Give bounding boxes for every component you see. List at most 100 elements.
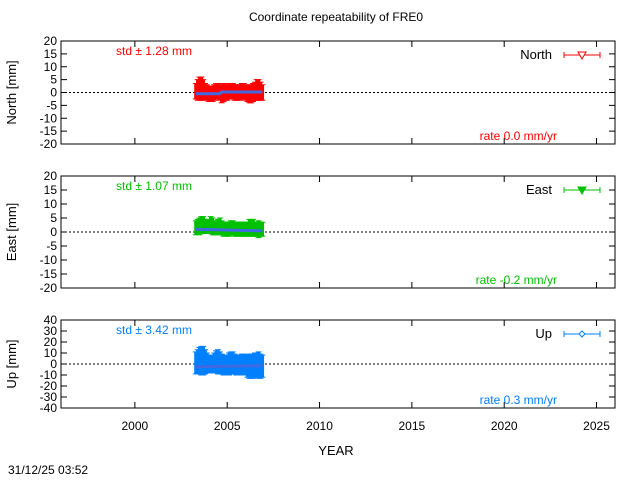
data-point <box>214 83 218 99</box>
rate-annotation: rate 0.0 mm/yr <box>480 129 557 143</box>
x-tick-label: 2025 <box>583 419 610 433</box>
y-tick-label: -20 <box>40 281 58 295</box>
data-point <box>199 77 204 101</box>
data-point <box>203 83 207 99</box>
data-point <box>214 350 218 373</box>
data-point <box>240 354 244 374</box>
data-point <box>229 220 233 235</box>
y-tick-label: -15 <box>40 267 58 281</box>
y-tick-label: -10 <box>40 253 58 267</box>
data-point <box>255 79 259 101</box>
data-point <box>227 353 231 375</box>
data-point <box>256 220 261 238</box>
data-point <box>249 219 254 237</box>
y-tick-label: 20 <box>44 335 58 349</box>
y-tick-label: -20 <box>40 137 58 151</box>
y-tick-label: -10 <box>40 111 58 125</box>
y-tick-label: 10 <box>44 60 58 74</box>
data-point <box>216 219 220 234</box>
data-point <box>194 83 198 99</box>
y-tick-label: 40 <box>44 313 58 327</box>
data-point <box>194 351 198 374</box>
y-tick-label: -30 <box>40 390 58 404</box>
plot-frame <box>60 175 616 289</box>
chart-title: Coordinate repeatability of FRE0 <box>249 10 423 24</box>
data-point <box>231 351 235 374</box>
legend-marker-triangle-icon <box>577 51 587 61</box>
y-tick-label: -40 <box>40 401 58 415</box>
data-point <box>260 84 265 101</box>
data-point <box>201 216 205 234</box>
data-point <box>196 79 200 101</box>
data-point <box>205 353 209 373</box>
data-point <box>220 220 224 235</box>
data-point <box>196 349 200 374</box>
data-point <box>249 84 254 103</box>
data-point <box>231 220 235 235</box>
data-point <box>220 354 224 374</box>
y-axis-label: North [mm] <box>4 60 19 124</box>
data-point <box>258 222 263 237</box>
data-point <box>247 219 252 237</box>
y-tick-label: 10 <box>44 197 58 211</box>
data-point <box>232 354 237 374</box>
legend-label: North <box>520 47 552 62</box>
data-point <box>208 216 213 234</box>
y-tick-label: 30 <box>44 324 58 338</box>
std-annotation: std ± 1.07 mm <box>116 179 192 193</box>
data-point <box>208 355 213 373</box>
y-tick-label: 15 <box>44 47 58 61</box>
y-tick-label: 20 <box>44 34 58 48</box>
timestamp: 31/12/25 03:52 <box>8 463 88 477</box>
data-point <box>212 220 217 235</box>
y-tick-label: 20 <box>44 169 58 183</box>
data-point <box>196 219 200 234</box>
x-tick-label: 2020 <box>491 419 518 433</box>
y-axis-label: Up [mm] <box>4 339 19 388</box>
data-point <box>205 219 209 234</box>
data-point <box>197 347 202 374</box>
trend-line <box>195 227 263 233</box>
data-point <box>207 355 211 373</box>
data-point <box>256 79 261 101</box>
data-point <box>197 77 202 101</box>
plot-frame <box>60 40 616 145</box>
rate-annotation: rate 0.3 mm/yr <box>480 393 557 407</box>
y-tick-label: 0 <box>50 225 57 239</box>
y-tick-label: 10 <box>44 346 58 360</box>
data-point <box>203 219 207 234</box>
y-tick-label: 5 <box>50 73 57 87</box>
x-tick-label: 2000 <box>122 419 149 433</box>
rate-annotation: rate -0.2 mm/yr <box>476 273 557 287</box>
y-tick-label: 5 <box>50 211 57 225</box>
data-point <box>251 219 255 237</box>
std-annotation: std ± 1.28 mm <box>116 44 192 58</box>
y-tick-label: 15 <box>44 183 58 197</box>
y-tick-label: 0 <box>50 86 57 100</box>
data-point <box>229 351 233 374</box>
data-point <box>207 219 211 234</box>
std-annotation: std ± 3.42 mm <box>116 323 192 337</box>
y-tick-label: -15 <box>40 124 58 138</box>
trend-line <box>195 364 263 369</box>
data-point <box>242 354 246 374</box>
data-point <box>210 218 215 235</box>
data-point <box>218 351 222 374</box>
data-point <box>210 355 215 373</box>
data-point <box>247 84 252 103</box>
legend-label: Up <box>535 326 552 341</box>
x-tick-label: 2015 <box>399 419 426 433</box>
data-point <box>201 79 205 101</box>
y-tick-label: -5 <box>46 239 57 253</box>
data-point <box>199 346 204 375</box>
data-point <box>245 86 250 102</box>
trend-line <box>195 90 263 96</box>
x-tick-label: 2010 <box>306 419 333 433</box>
legend-label: East <box>526 182 552 197</box>
legend-marker-triangle-icon <box>577 186 587 196</box>
data-point <box>214 220 218 235</box>
